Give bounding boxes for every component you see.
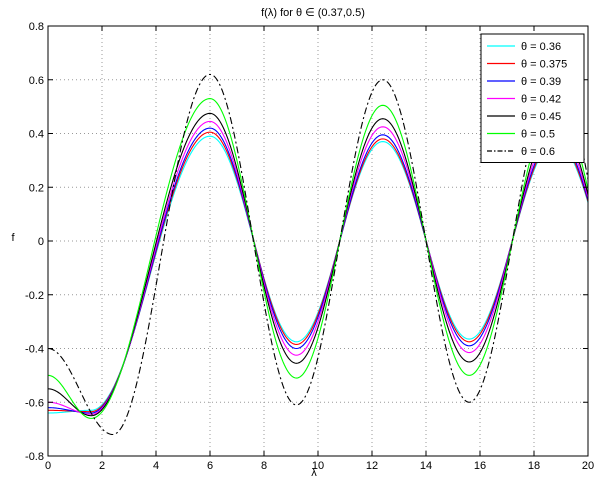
- legend: θ = 0.36 θ = 0.375 θ = 0.39 θ = 0.42 θ = 0.4…: [480, 33, 585, 163]
- x-tick-label: 18: [528, 460, 540, 472]
- y-tick-label: 0.4: [29, 129, 44, 141]
- series-line-6: [47, 73, 589, 436]
- y-tick-label: -0.8: [25, 451, 44, 463]
- x-tick-label: 4: [153, 460, 159, 472]
- x-tick-label: 2: [99, 460, 105, 472]
- x-tick-label: 12: [366, 460, 378, 472]
- series-line-4: [47, 112, 589, 417]
- x-tick-label: 16: [474, 460, 486, 472]
- chart-title: f(λ) for θ ∈ (0.37,0.5): [261, 7, 365, 19]
- y-axis-label: f: [11, 232, 15, 244]
- legend-label-3: θ = 0.42: [521, 94, 561, 106]
- y-tick-label: 0: [38, 236, 44, 248]
- x-tick-label: 20: [582, 460, 594, 472]
- legend-label-5: θ = 0.5: [521, 129, 555, 141]
- tick-labels: 0 2 4 6 8 10 12 14 16 18 20 -0.8 -0.6 -0.4 -0.2 0 0.2 0.4…: [25, 21, 594, 472]
- y-tick-label: -0.6: [25, 397, 44, 409]
- legend-label-4: θ = 0.45: [521, 111, 561, 123]
- x-tick-label: 6: [207, 460, 213, 472]
- x-axis-label: λ: [311, 467, 317, 479]
- y-tick-label: -0.2: [25, 290, 44, 302]
- series-group: [47, 73, 589, 436]
- axes: [47, 25, 589, 457]
- y-tick-label: -0.4: [25, 344, 44, 356]
- legend-label-1: θ = 0.375: [521, 59, 567, 71]
- x-tick-label: 14: [420, 460, 432, 472]
- y-tick-label: 0.6: [29, 75, 44, 87]
- y-tick-label: 0.2: [29, 182, 44, 194]
- x-tick-label: 8: [261, 460, 267, 472]
- series-line-5: [47, 98, 589, 419]
- legend-label-2: θ = 0.39: [521, 76, 561, 88]
- legend-label-6: θ = 0.6: [521, 146, 555, 158]
- y-tick-label: 0.8: [29, 21, 44, 33]
- x-tick-label: 10: [312, 460, 324, 472]
- legend-label-0: θ = 0.36: [521, 41, 561, 53]
- x-tick-label: 0: [45, 460, 51, 472]
